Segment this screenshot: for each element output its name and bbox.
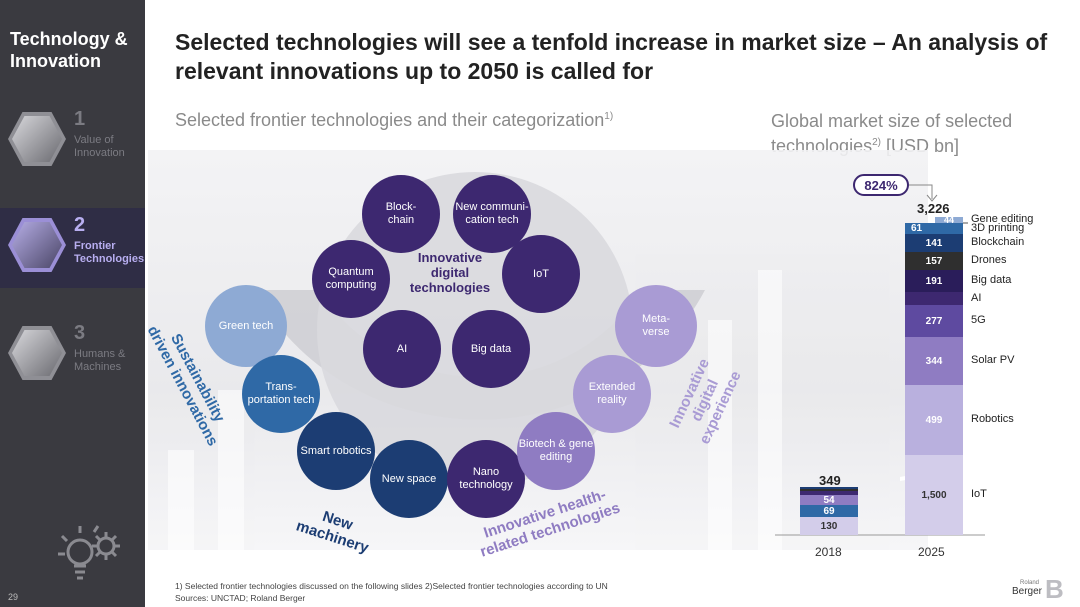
x-axis-label-2025: 2025 <box>918 545 945 559</box>
bubble-green-tech: Green tech <box>205 285 287 367</box>
total-label-2018: 349 <box>819 473 841 488</box>
bar-2025-segment: 499 <box>905 385 963 455</box>
hexagon-icon <box>8 112 66 166</box>
page-number: 29 <box>8 592 19 602</box>
handshake-icon <box>8 326 66 380</box>
bar-2018-segment: 69 <box>800 505 858 517</box>
bubble-biotech: Biotech & gene editing <box>517 412 595 490</box>
sidebar: Technology & Innovation 1 Value of Innov… <box>0 0 145 607</box>
footnote-line-1: 1) Selected frontier technologies discus… <box>175 581 608 591</box>
bar-2018-segment <box>800 487 858 489</box>
sidebar-item-value-of-innovation[interactable]: 1 Value of Innovation <box>0 102 145 182</box>
sidebar-item-label: Humans & Machines <box>74 348 126 373</box>
bar-2018-segment <box>800 491 858 495</box>
technology-diagram: Block- chain New communi- cation tech Qu… <box>144 150 760 570</box>
sidebar-item-frontier-technologies[interactable]: 2 Frontier Technologies <box>0 208 145 288</box>
bubble-new-space: New space <box>370 440 448 518</box>
sidebar-item-label: Value of Innovation <box>74 134 125 159</box>
lightbulb-gear-icon <box>52 522 128 586</box>
legend-label: 5G <box>971 314 986 326</box>
page-title: Selected technologies will see a tenfold… <box>175 29 1048 84</box>
sidebar-item-number: 1 <box>74 108 86 130</box>
bubble-big-data: Big data <box>452 310 530 388</box>
bar-2018-segment: 54 <box>800 495 858 506</box>
legend-label: AI <box>971 291 982 304</box>
bar-2018-segment <box>800 489 858 491</box>
bar-2025-segment <box>905 292 963 305</box>
bubble-communication-tech: New communi- cation tech <box>453 175 531 253</box>
legend-label: Blockchain <box>971 236 1025 248</box>
bubble-smart-robotics: Smart robotics <box>297 412 375 490</box>
legend-label: Gene editing <box>971 213 1034 225</box>
footnote: 1) Selected frontier technologies discus… <box>175 580 608 604</box>
bubble-quantum-computing: Quantum computing <box>312 240 390 318</box>
bar-2025-segment: 141 <box>905 234 963 252</box>
bar-2025-segment: 44 <box>935 215 963 225</box>
legend-label: Robotics <box>971 413 1014 425</box>
bar-2025-segment: 191 <box>905 270 963 292</box>
roland-berger-logo: Roland Berger B <box>1012 574 1064 604</box>
sidebar-item-number: 3 <box>74 322 86 344</box>
bubble-nano-technology: Nano technology <box>447 440 525 518</box>
category-digital-technologies: Innovative digital technologies <box>409 249 491 295</box>
bar-2025-segment: 277 <box>905 305 963 337</box>
growth-badge: 824% <box>853 174 909 196</box>
sources-line: Sources: UNCTAD; Roland Berger <box>175 593 306 603</box>
bar-2025-segment: 1,500 <box>905 455 963 535</box>
bar-2025-segment: 157 <box>905 252 963 270</box>
legend-label: IoT <box>971 488 987 500</box>
legend-label: Solar PV <box>971 354 1015 366</box>
diagram-subtitle: Selected frontier technologies and their… <box>175 110 614 130</box>
legend-label: 3D printing <box>971 221 1025 234</box>
bubble-transportation-tech: Trans- portation tech <box>242 355 320 433</box>
bubble-ai: AI <box>363 310 441 388</box>
sidebar-item-humans-machines[interactable]: 3 Humans & Machines <box>0 316 145 396</box>
legend-label: Big data <box>971 274 1012 286</box>
legend-label: Drones <box>971 254 1007 266</box>
sidebar-item-label: Frontier Technologies <box>74 240 145 265</box>
bubble-metaverse: Meta- verse <box>615 285 697 367</box>
bar-2025-segment: 61 <box>905 223 963 234</box>
bar-2018-segment: 130 <box>800 517 858 535</box>
sidebar-item-number: 2 <box>74 214 86 236</box>
hexagon-icon <box>8 218 66 272</box>
bubble-iot: IoT <box>502 235 580 313</box>
market-size-chart: 824% 130 69 54 1,500 IoT 499 Robotics 344 Solar … <box>775 165 1075 565</box>
x-axis-label-2018: 2018 <box>815 545 842 559</box>
bar-2025-segment: 344 <box>905 337 963 385</box>
bubble-blockchain: Block- chain <box>362 175 440 253</box>
bubble-extended-reality: Extended reality <box>573 355 651 433</box>
sidebar-title: Technology & Innovation <box>10 29 128 71</box>
total-label-2025: 3,226 <box>917 201 950 216</box>
